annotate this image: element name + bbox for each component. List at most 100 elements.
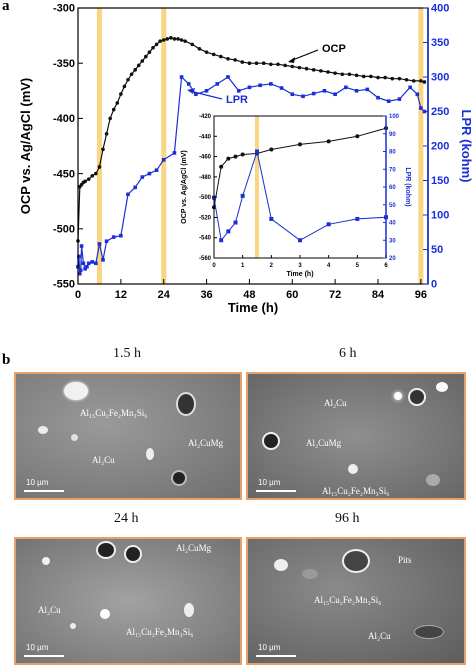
y2-tick-label: 250 <box>431 106 449 118</box>
data-point-ocp <box>383 75 387 80</box>
phase-label: Al₂CuMg <box>306 438 342 448</box>
sem-micrograph-24h: Al₂CuMg Al₂Cu Al₁₅Cu₂Fe₂Mn₃Si₆ 10 µm <box>14 537 242 665</box>
data-point-ocp <box>226 56 230 61</box>
data-point-ocp <box>108 116 112 121</box>
data-point-lpr <box>258 83 262 88</box>
data-point-lpr <box>77 271 82 276</box>
data-point-ocp <box>361 74 366 79</box>
particle <box>70 623 76 629</box>
data-point-ocp <box>219 164 224 169</box>
y-tick-label: -300 <box>53 3 75 15</box>
sem-micrograph-1-5h: Al₁₅Cu₂Fe₂Mn₃Si₆ Al₂CuMg Al₂Cu 10 µm <box>14 372 242 500</box>
data-point-ocp <box>122 84 127 89</box>
data-point-ocp <box>326 139 331 144</box>
particle <box>96 541 116 559</box>
data-point-lpr <box>204 89 209 93</box>
x-tick-label: 84 <box>372 289 385 301</box>
data-point-lpr <box>269 82 273 86</box>
y2-tick-label: 40 <box>389 221 396 227</box>
data-point-ocp <box>276 62 280 67</box>
data-point-ocp <box>90 174 95 178</box>
y2-tick-label: 90 <box>389 132 396 138</box>
data-point-lpr <box>83 267 87 271</box>
data-point-lpr <box>104 239 109 244</box>
x-tick-label: 0 <box>75 289 81 301</box>
data-point-ocp <box>147 50 152 54</box>
particle <box>394 392 402 400</box>
data-point-ocp <box>340 72 345 77</box>
data-point-lpr <box>147 171 152 176</box>
data-point-lpr <box>111 235 116 239</box>
y-tick-label: -500 <box>199 195 212 201</box>
y-tick-label: -440 <box>199 134 212 140</box>
data-point-lpr <box>354 89 359 93</box>
ocp-annotation: OCP <box>322 43 346 55</box>
data-point-lpr <box>126 192 130 197</box>
data-point-ocp <box>172 37 177 41</box>
highlight-band <box>255 116 259 258</box>
data-point-lpr <box>94 261 98 266</box>
scale-bar <box>256 490 296 492</box>
sem-micrograph-96h: Pits Al₁₅Cu₂Fe₂Mn₃Si₆ Al₂Cu 10 µm <box>246 537 466 665</box>
x-tick-label: 1 <box>241 263 245 269</box>
y2-tick-label: 300 <box>431 72 449 84</box>
data-point-lpr <box>269 216 274 221</box>
data-point-lpr <box>215 82 220 86</box>
phase-label: Al₁₅Cu₂Fe₂Mn₃Si₆ <box>314 595 382 605</box>
scale-bar <box>256 655 296 657</box>
y2-axis-label: LPR (kohm) <box>404 167 411 206</box>
y2-tick-label: 50 <box>389 203 396 209</box>
pits-label: Pits <box>398 555 412 565</box>
scale-bar <box>24 655 64 657</box>
phase-label: Al₁₅Cu₂Fe₂Mn₃Si₆ <box>322 486 390 496</box>
particle <box>408 388 426 406</box>
data-point-ocp <box>269 147 274 152</box>
y-tick-label: -400 <box>53 113 75 125</box>
data-point-lpr <box>397 97 402 101</box>
data-point-ocp <box>204 50 209 54</box>
data-point-lpr <box>86 261 91 266</box>
data-point-ocp <box>347 72 352 77</box>
particle <box>71 434 78 441</box>
data-point-ocp <box>369 74 373 79</box>
data-point-ocp <box>326 70 330 74</box>
sem-micrograph-6h: Al₂Cu Al₂CuMg Al₁₅Cu₂Fe₂Mn₃Si₆ 10 µm <box>246 372 466 500</box>
data-point-lpr <box>154 168 159 172</box>
scale-label: 10 µm <box>26 478 49 487</box>
x-axis-label: Time (h) <box>228 300 278 315</box>
data-point-ocp <box>136 63 141 68</box>
data-point-lpr <box>233 220 238 225</box>
data-point-ocp <box>165 37 170 41</box>
phase-label: Al₂Cu <box>324 398 347 408</box>
particle <box>414 625 444 639</box>
x-tick-label: 3 <box>298 263 302 269</box>
data-point-ocp <box>226 156 231 161</box>
data-point-ocp <box>422 80 427 84</box>
data-point-lpr <box>179 75 184 79</box>
y-tick-label: -480 <box>199 175 212 181</box>
micrograph-title-3: 24 h <box>114 511 139 526</box>
phase-label: Al₁₅Cu₂Fe₂Mn₃Si₆ <box>126 627 194 637</box>
inset-plot-area: 0 1 2 3 4 5 6 -560 -540 -520 -500 -480 -460 -440 -420 2… <box>181 114 411 278</box>
particle <box>348 464 358 474</box>
data-point-ocp <box>129 72 134 77</box>
data-point-ocp <box>97 165 102 169</box>
highlight-band <box>418 8 424 284</box>
data-point-lpr <box>344 85 348 90</box>
y-tick-label: -350 <box>53 58 75 70</box>
lpr-annotation: LPR <box>226 94 248 106</box>
phase-label: Al₁₅Cu₂Fe₂Mn₃Si₆ <box>80 408 148 418</box>
data-point-ocp <box>240 60 245 64</box>
data-point-ocp <box>161 38 166 42</box>
data-point-ocp <box>283 63 287 68</box>
data-point-lpr <box>301 94 305 99</box>
data-point-ocp <box>304 66 309 71</box>
data-point-lpr <box>172 151 177 155</box>
data-point-ocp <box>140 59 145 63</box>
data-point-lpr <box>333 92 337 97</box>
particle <box>436 382 448 392</box>
y2-tick-label: 60 <box>389 185 396 191</box>
data-point-lpr <box>279 86 284 90</box>
data-point-ocp <box>158 39 162 43</box>
data-point-ocp <box>261 61 266 65</box>
